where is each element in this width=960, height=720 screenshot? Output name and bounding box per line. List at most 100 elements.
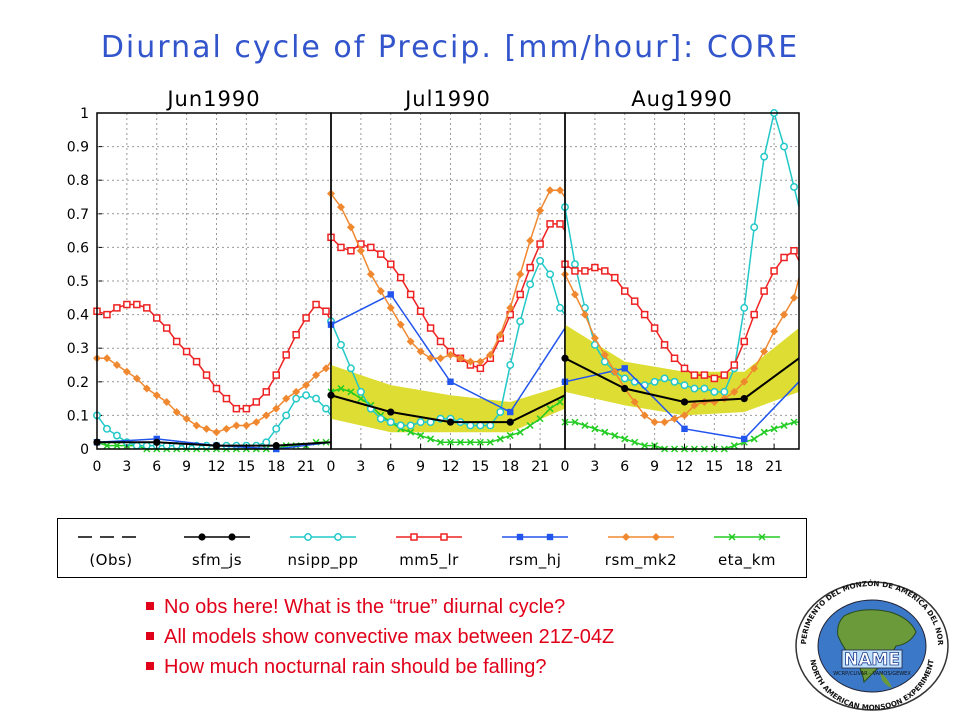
x-tick-label: 6 (152, 459, 161, 475)
data-point (790, 418, 798, 426)
data-point (611, 432, 619, 440)
data-point (396, 421, 405, 430)
data-point (476, 357, 485, 366)
data-point (476, 421, 485, 430)
data-point (581, 421, 589, 430)
data-point (334, 533, 342, 541)
data-point (322, 307, 330, 315)
data-point (232, 404, 241, 413)
data-point (132, 441, 141, 450)
data-point (571, 267, 579, 275)
x-tick-label: 3 (590, 459, 599, 475)
series-eta_km (561, 418, 799, 453)
legend-label: eta_km (717, 551, 777, 569)
data-point (780, 253, 788, 262)
data-point (322, 404, 330, 413)
y-tick-label: 0.3 (67, 341, 89, 357)
data-point (242, 404, 251, 413)
data-point (222, 394, 231, 403)
data-point (182, 347, 191, 356)
data-point (426, 354, 435, 363)
data-point (252, 398, 261, 406)
legend-label: nsipp_pp (287, 551, 359, 569)
data-point (760, 152, 769, 161)
data-point (690, 371, 699, 379)
data-point (152, 391, 161, 400)
data-point (536, 256, 545, 265)
data-point (232, 421, 241, 430)
data-point (456, 354, 465, 363)
legend-swatch (502, 533, 568, 541)
series-line (96, 394, 332, 447)
data-point (680, 398, 689, 406)
data-point (162, 397, 171, 406)
chart-canvas: 0 0.1 0.2 0.3 0.4 0.5 0.6 0.7 0.8 0.9 1 Jun1990 0 3 6 9… (67, 87, 800, 475)
x-tick-label: 9 (182, 459, 191, 475)
x-tick-label: 21 (765, 459, 783, 475)
panel-aug1990: Aug1990 0 3 6 9 12 15 18 21 (561, 87, 800, 475)
data-point (292, 394, 301, 403)
data-point (466, 357, 475, 366)
data-point (526, 280, 535, 289)
data-point (476, 438, 484, 446)
data-point (192, 421, 201, 430)
data-point (416, 347, 425, 356)
data-point (631, 438, 639, 446)
data-point (546, 220, 554, 228)
data-point (302, 381, 311, 390)
data-point (337, 340, 345, 349)
data-point (446, 438, 455, 446)
data-point (446, 418, 455, 426)
data-point (620, 287, 629, 295)
legend-label: mm5_lr (399, 551, 459, 569)
panel-jul1990: Jul1990 0 3 6 9 12 15 18 21 (327, 87, 566, 475)
data-point (660, 374, 669, 383)
x-tick-label: 3 (356, 459, 365, 475)
data-point (212, 428, 221, 437)
data-point (356, 246, 365, 255)
data-point (741, 435, 748, 443)
data-point (396, 320, 405, 329)
data-point (486, 350, 495, 359)
data-point (102, 354, 111, 363)
name-logo: NAME WCRP/CLIVAR - VAMOS/GEWEX EXPERIMEN… (792, 572, 949, 712)
data-point (336, 203, 345, 212)
bullet-text: How much nocturnal rain should be fallin… (164, 656, 547, 678)
y-tick-label: 0.7 (67, 207, 89, 223)
series-mm5_lr (561, 247, 800, 383)
data-point (690, 401, 699, 410)
data-point (262, 411, 271, 420)
bullet-item: How much nocturnal rain should be fallin… (146, 652, 614, 682)
y-tick-label: 0.4 (67, 308, 89, 324)
x-tick-label: 0 (93, 459, 102, 475)
legend-label: sfm_js (191, 551, 243, 569)
data-point (750, 435, 758, 443)
data-point (740, 395, 748, 403)
data-point (516, 533, 524, 541)
data-point (182, 414, 191, 423)
data-point (172, 408, 181, 417)
data-point (192, 357, 201, 366)
x-tick-label: 3 (122, 459, 131, 475)
data-point (272, 371, 280, 379)
data-point (750, 223, 759, 232)
data-point (312, 371, 321, 380)
data-point (506, 361, 515, 369)
data-point (417, 432, 425, 440)
y-tick-label: 0.9 (67, 140, 89, 156)
data-point (770, 327, 779, 336)
data-point (740, 337, 748, 346)
x-tick-label: 0 (327, 459, 336, 475)
legend-item-eta_km: eta_km (694, 527, 800, 573)
data-point (466, 438, 474, 446)
data-point (681, 425, 688, 433)
data-point (690, 384, 699, 393)
data-point (610, 367, 619, 376)
data-point (700, 371, 709, 379)
data-point (730, 387, 739, 396)
data-point (760, 428, 768, 436)
data-point (407, 428, 415, 436)
x-tick-label: 15 (705, 459, 723, 475)
data-point (440, 533, 448, 541)
data-point (142, 384, 151, 393)
